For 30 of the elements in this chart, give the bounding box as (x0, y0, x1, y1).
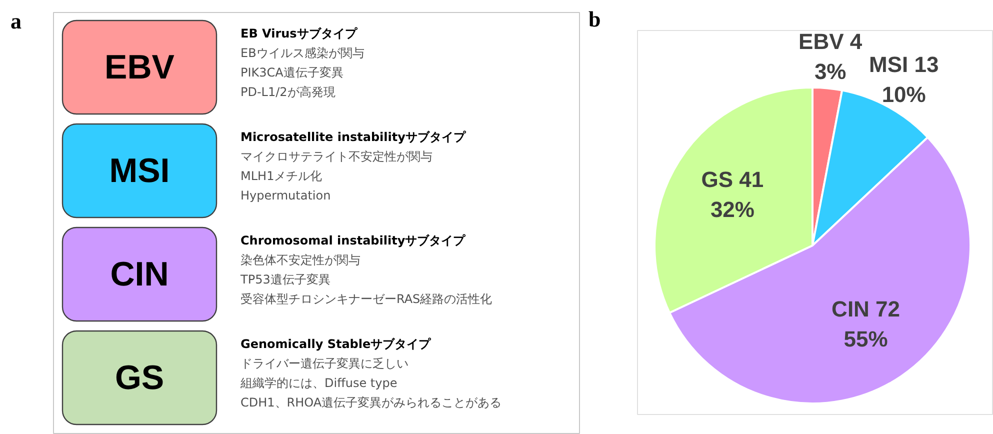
text: EB Virusサブタイプ (240, 26, 358, 40)
data-label: 32% (710, 197, 754, 222)
text: 染色体不安定性が関与 (240, 253, 360, 267)
text: MSI (109, 152, 170, 190)
slice-label: MSI 13 (868, 52, 939, 77)
text: GS (114, 358, 164, 397)
text: a (10, 8, 22, 34)
text: 組織学的には、Diffuse type (240, 376, 398, 390)
data-label: 3% (814, 59, 846, 84)
text: PD-L1/2が高発現 (240, 85, 336, 99)
text: CDH1、RHOA遺伝子変異がみられることがある (240, 396, 502, 410)
text: 受容体型チロシンキナーゼーRAS経路の活性化 (240, 292, 492, 306)
text: Hypermutation (240, 188, 331, 202)
text: EBウイルス感染が関与 (240, 46, 364, 60)
data-label: 10% (882, 82, 926, 107)
text: Chromosomal instabilityサブタイプ (240, 234, 466, 248)
text: Microsatellite instabilityサブタイプ (240, 130, 466, 144)
slice-label: CIN 72 (832, 296, 900, 322)
slice-label: GS 41 (701, 167, 764, 192)
text: ドライバー遺伝子変異に乏しい (240, 356, 408, 370)
text: EBV (104, 48, 175, 86)
text: MLH1メチル化 (240, 169, 322, 183)
text: マイクロサテライト不安定性が関与 (240, 150, 432, 164)
chart-title: b (588, 6, 601, 32)
slice-label: EBV 4 (798, 29, 863, 54)
text: PIK3CA遺伝子変異 (240, 66, 344, 80)
text: Genomically Stableサブタイプ (240, 337, 432, 351)
text: TP53遺伝子変異 (240, 272, 330, 286)
data-label: 55% (844, 326, 888, 352)
text: CIN (110, 255, 169, 294)
